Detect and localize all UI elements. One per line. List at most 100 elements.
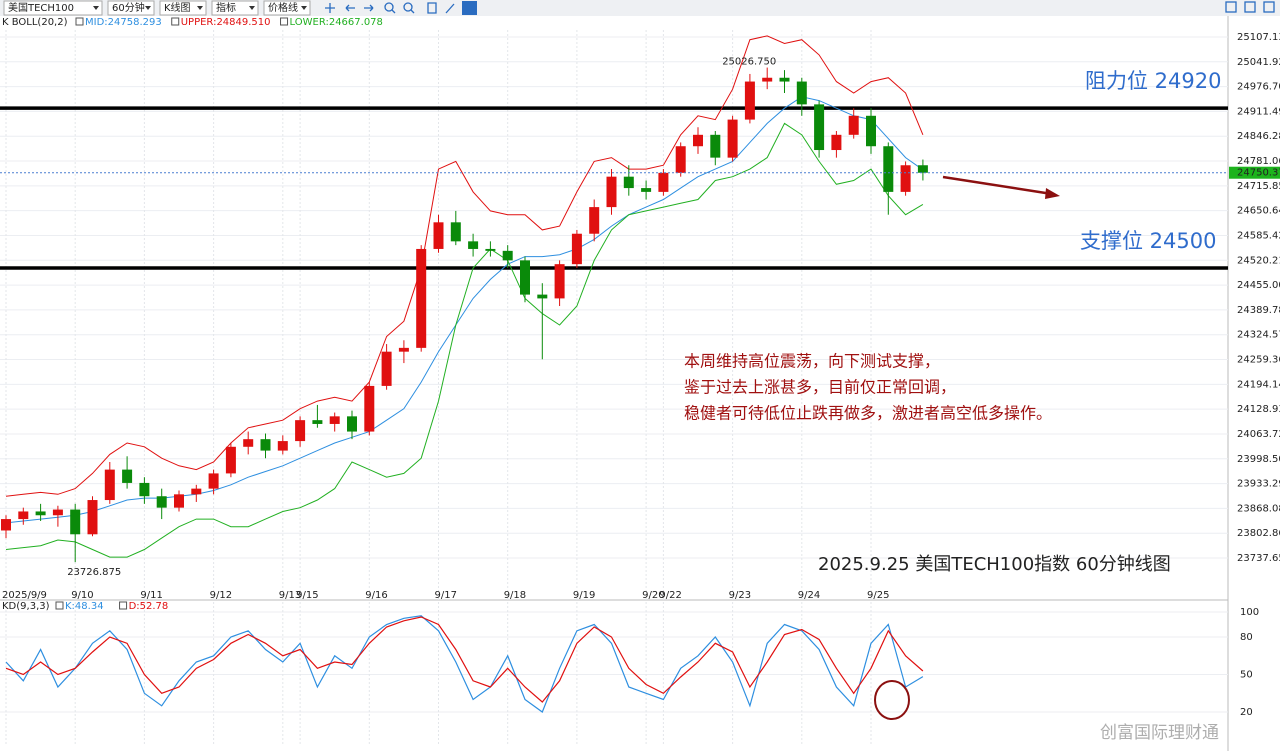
candle-body bbox=[208, 473, 219, 489]
toolbar-select[interactable] bbox=[263, 0, 311, 16]
y-tick-label: 20 bbox=[1240, 707, 1253, 718]
dropdown-icon bbox=[93, 6, 99, 10]
legend-checkbox[interactable] bbox=[75, 17, 84, 26]
candle-body bbox=[1, 519, 11, 531]
y-tick-label: 24520.21 bbox=[1237, 255, 1280, 266]
legend-entry: LOWER:24667.078 bbox=[290, 17, 383, 28]
high-label: 25026.750 bbox=[722, 57, 776, 68]
candle-body bbox=[87, 500, 98, 535]
candle-body bbox=[416, 248, 427, 348]
candle-body bbox=[485, 248, 496, 251]
y-tick-label: 24650.64 bbox=[1237, 206, 1280, 217]
candle-body bbox=[295, 420, 306, 442]
candle-body bbox=[623, 176, 634, 189]
x-tick-label: 9/25 bbox=[867, 590, 889, 601]
candle-body bbox=[917, 165, 928, 173]
toolbar-icons bbox=[325, 1, 1275, 15]
toolbar-select[interactable] bbox=[107, 0, 155, 16]
candle-body bbox=[18, 511, 29, 520]
y-tick-label: 25041.92 bbox=[1237, 57, 1280, 68]
candle-body bbox=[779, 77, 790, 82]
candle-body bbox=[156, 496, 167, 508]
toolbar-item: K线图 bbox=[164, 1, 191, 14]
legend-checkbox[interactable] bbox=[119, 601, 128, 610]
legend-checkbox[interactable] bbox=[55, 601, 64, 610]
legend-bar bbox=[0, 16, 1228, 30]
y-tick-label: 24846.28 bbox=[1237, 131, 1280, 142]
candle-body bbox=[104, 469, 115, 501]
x-tick-label: 9/16 bbox=[365, 590, 387, 601]
candle-body bbox=[606, 176, 617, 208]
y-tick-label: 23933.29 bbox=[1237, 479, 1280, 490]
candle-body bbox=[658, 172, 669, 192]
y-tick-label: 100 bbox=[1240, 607, 1259, 618]
candle-body bbox=[433, 222, 444, 249]
candle-body bbox=[900, 165, 911, 192]
legend-checkbox[interactable] bbox=[171, 17, 180, 26]
y-tick-label: 80 bbox=[1240, 632, 1253, 643]
toolbar-select[interactable] bbox=[211, 0, 259, 16]
candle-body bbox=[364, 385, 375, 432]
legend-checkbox[interactable] bbox=[280, 17, 289, 26]
candle-body bbox=[225, 446, 236, 474]
y-tick-label: 24194.14 bbox=[1237, 379, 1280, 390]
candle-body bbox=[450, 222, 461, 242]
candle-body bbox=[468, 241, 479, 249]
y-tick-label: 24911.49 bbox=[1237, 106, 1280, 117]
toolbar-select[interactable] bbox=[159, 0, 207, 16]
x-tick-label: 9/23 bbox=[729, 590, 751, 601]
legend-entry: UPPER:24849.510 bbox=[181, 17, 271, 28]
toolbar-item: 美国TECH100 bbox=[8, 1, 74, 14]
y-tick-label: 24455.00 bbox=[1237, 280, 1280, 291]
y-tick-label: 24063.72 bbox=[1237, 429, 1280, 440]
y-tick-label: 25107.13 bbox=[1237, 32, 1280, 43]
bollinger-band bbox=[5, 122, 924, 558]
candle-body bbox=[520, 260, 530, 295]
last-price-box bbox=[1229, 166, 1280, 179]
candle-body bbox=[831, 134, 842, 151]
candle-body bbox=[537, 294, 548, 299]
x-tick-label: 9/13 bbox=[279, 590, 301, 601]
candle-body bbox=[260, 439, 271, 451]
y-tick-label: 23737.65 bbox=[1237, 553, 1280, 564]
candle-body bbox=[347, 416, 357, 432]
candle-body bbox=[571, 233, 582, 265]
candle-body bbox=[277, 441, 288, 451]
y-tick-label: 24324.57 bbox=[1237, 330, 1280, 341]
legend-entry: MID:24758.293 bbox=[85, 17, 162, 28]
x-tick-label: 9/24 bbox=[798, 590, 820, 601]
legend-entry: K:48.34 bbox=[65, 601, 104, 612]
support-label: 支撑位 24500 bbox=[1080, 229, 1216, 253]
x-tick-label: 9/22 bbox=[659, 590, 681, 601]
candle-body bbox=[866, 115, 876, 147]
y-tick-label: 24781.06 bbox=[1237, 156, 1280, 167]
caption: 2025.9.25 美国TECH100指数 60分钟线图 bbox=[818, 554, 1171, 575]
candle-body bbox=[675, 146, 686, 173]
arrow-head bbox=[1045, 188, 1060, 199]
candle-body bbox=[312, 420, 323, 424]
y-tick-label: 24585.42 bbox=[1237, 230, 1280, 241]
candle-body bbox=[693, 134, 703, 147]
kd-line bbox=[5, 616, 924, 703]
x-tick-label: 9/20 bbox=[642, 590, 664, 601]
y-tick-label: 24128.93 bbox=[1237, 404, 1280, 415]
legend-entry: D:52.78 bbox=[129, 601, 169, 612]
arrow bbox=[942, 175, 1053, 196]
legend-title: K BOLL(20,2) bbox=[2, 17, 68, 28]
low-label: 23726.875 bbox=[67, 567, 121, 578]
candle-body bbox=[710, 134, 721, 158]
candle-body bbox=[52, 509, 63, 516]
toolbar-select[interactable] bbox=[3, 0, 103, 16]
y-tick-label: 24715.85 bbox=[1237, 181, 1280, 192]
x-tick-label: 9/15 bbox=[296, 590, 318, 601]
dropdown-icon bbox=[301, 6, 307, 10]
candle-body bbox=[848, 115, 859, 135]
candle-body bbox=[139, 482, 150, 497]
candle-body bbox=[502, 250, 513, 261]
x-tick-label: 9/11 bbox=[140, 590, 162, 601]
toolbar-item: 价格线 bbox=[268, 1, 298, 14]
toolbar bbox=[0, 0, 1280, 16]
commentary: 稳健者可待低位止跌再做多，激进者高空低多操作。 bbox=[684, 404, 1052, 423]
